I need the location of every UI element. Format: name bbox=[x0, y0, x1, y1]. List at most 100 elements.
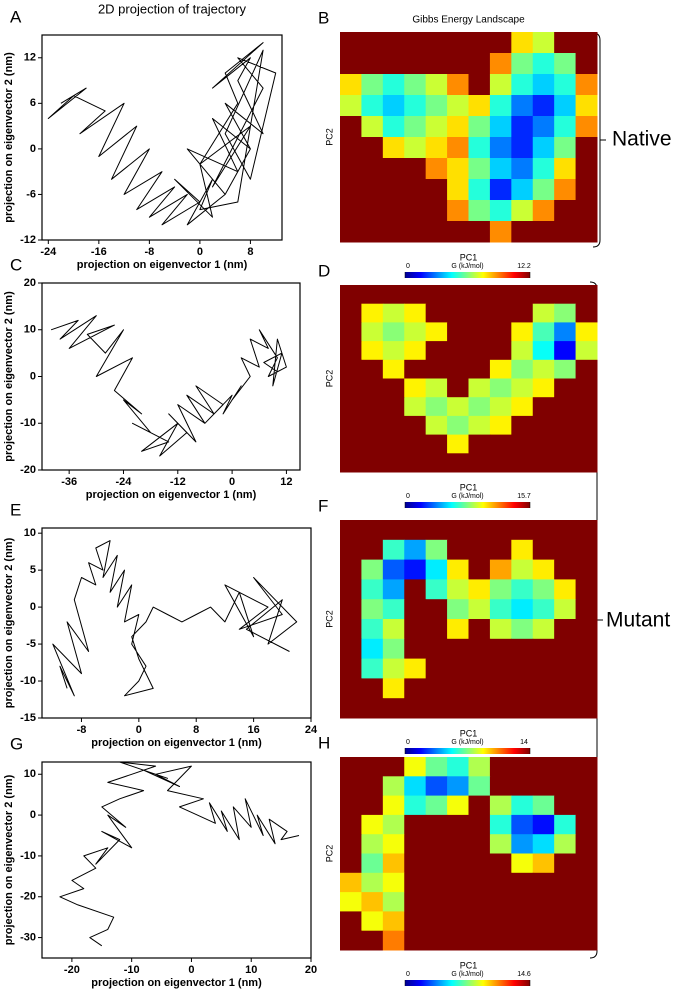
heat-cell bbox=[425, 579, 448, 600]
heat-cell bbox=[554, 678, 577, 699]
heat-cell bbox=[404, 776, 427, 797]
heat-cell bbox=[447, 834, 469, 854]
y-tick-label: 0 bbox=[30, 143, 36, 155]
y-tick-label: 10 bbox=[24, 324, 36, 336]
colorbar-tick-label: 0 bbox=[406, 971, 410, 978]
heat-cell bbox=[468, 776, 491, 797]
heat-cell bbox=[382, 619, 405, 640]
heat-cell bbox=[340, 179, 362, 201]
heat-cell bbox=[404, 539, 427, 561]
heat-cell bbox=[532, 911, 555, 932]
y-axis-label: projection on eigenvector 2 (nm) bbox=[3, 291, 15, 462]
heat-cell bbox=[425, 619, 448, 640]
heat-cell bbox=[382, 158, 405, 180]
heat-cell bbox=[575, 520, 598, 541]
heat-cell bbox=[340, 539, 362, 561]
heat-cell bbox=[532, 834, 555, 854]
y-tick-label: -10 bbox=[20, 850, 36, 862]
heat-cell bbox=[425, 116, 448, 138]
heat-cell bbox=[382, 285, 405, 305]
heat-cell bbox=[425, 137, 448, 159]
heat-cell bbox=[511, 200, 534, 222]
heat-cell bbox=[532, 930, 555, 951]
heat-cell bbox=[489, 911, 512, 932]
heat-cell bbox=[361, 32, 384, 54]
x-tick-label: 0 bbox=[136, 724, 142, 736]
heat-cell bbox=[554, 520, 577, 541]
panel-letter: B bbox=[318, 8, 329, 27]
heat-cell bbox=[554, 559, 577, 580]
heat-cell bbox=[447, 322, 469, 342]
y-tick-label: 0 bbox=[30, 809, 36, 821]
heat-cell bbox=[468, 53, 491, 75]
heat-cell bbox=[361, 434, 384, 454]
heat-cell bbox=[468, 378, 491, 398]
heat-cell bbox=[511, 776, 534, 797]
heat-cell bbox=[340, 872, 362, 893]
x-tick-label: 20 bbox=[305, 964, 317, 976]
heat-cell bbox=[447, 776, 469, 797]
heat-cell bbox=[425, 930, 448, 951]
heat-cell bbox=[489, 814, 512, 835]
heat-cell bbox=[468, 303, 491, 323]
heat-cell bbox=[404, 32, 427, 54]
heat-cell bbox=[340, 95, 362, 117]
colorbar-tick-label: 15.7 bbox=[517, 493, 531, 500]
heat-cell bbox=[511, 698, 534, 719]
heat-cell bbox=[361, 322, 384, 342]
heat-cell bbox=[447, 74, 469, 96]
heat-cell bbox=[554, 814, 577, 835]
heat-cell bbox=[532, 434, 555, 454]
heat-cell bbox=[361, 678, 384, 699]
heat-cell bbox=[468, 658, 491, 679]
heat-cell bbox=[489, 95, 512, 117]
heat-cell bbox=[382, 179, 405, 201]
y-tick-label: 12 bbox=[24, 52, 36, 64]
colorbar-label: G (kJ/mol) bbox=[451, 739, 483, 746]
heat-cell bbox=[425, 892, 448, 912]
x-tick-label: 0 bbox=[229, 476, 235, 488]
heat-cell bbox=[532, 453, 555, 473]
heat-cell bbox=[425, 453, 448, 473]
heat-cell bbox=[447, 579, 469, 600]
y-tick-label: 6 bbox=[30, 97, 36, 109]
heat-cell bbox=[340, 74, 362, 96]
heat-cell bbox=[489, 930, 512, 951]
heat-cell bbox=[575, 453, 598, 473]
heat-cell bbox=[468, 179, 491, 201]
y-axis-label: PC2 bbox=[324, 370, 334, 388]
heat-cell bbox=[468, 434, 491, 454]
heat-cell bbox=[382, 95, 405, 117]
heat-cell bbox=[361, 137, 384, 159]
heat-cell bbox=[511, 658, 534, 679]
heat-cell bbox=[511, 137, 534, 159]
heat-cell bbox=[447, 158, 469, 180]
heat-cell bbox=[532, 853, 555, 874]
heat-cell bbox=[404, 453, 427, 473]
heat-cell bbox=[382, 698, 405, 719]
heat-cell bbox=[425, 415, 448, 436]
heat-cell bbox=[340, 698, 362, 719]
heat-cell bbox=[489, 795, 512, 816]
heat-cell bbox=[361, 579, 384, 600]
heat-cell bbox=[532, 579, 555, 600]
heat-cell bbox=[382, 453, 405, 473]
heat-cell bbox=[489, 559, 512, 580]
heat-cell bbox=[468, 678, 491, 699]
heat-cell bbox=[361, 453, 384, 473]
heat-cell bbox=[575, 116, 598, 138]
heat-cell bbox=[468, 853, 491, 874]
heat-cell bbox=[489, 200, 512, 222]
heat-cell bbox=[575, 930, 598, 951]
heat-cell bbox=[511, 221, 534, 243]
heat-cell bbox=[468, 116, 491, 138]
heat-cell bbox=[404, 378, 427, 398]
heat-cell bbox=[554, 872, 577, 893]
trajectory bbox=[52, 540, 298, 697]
heat-cell bbox=[554, 579, 577, 600]
heat-cell bbox=[425, 158, 448, 180]
heat-cell bbox=[489, 53, 512, 75]
y-tick-label: 20 bbox=[24, 277, 36, 289]
heat-cell bbox=[425, 397, 448, 417]
heat-cell bbox=[425, 520, 448, 541]
